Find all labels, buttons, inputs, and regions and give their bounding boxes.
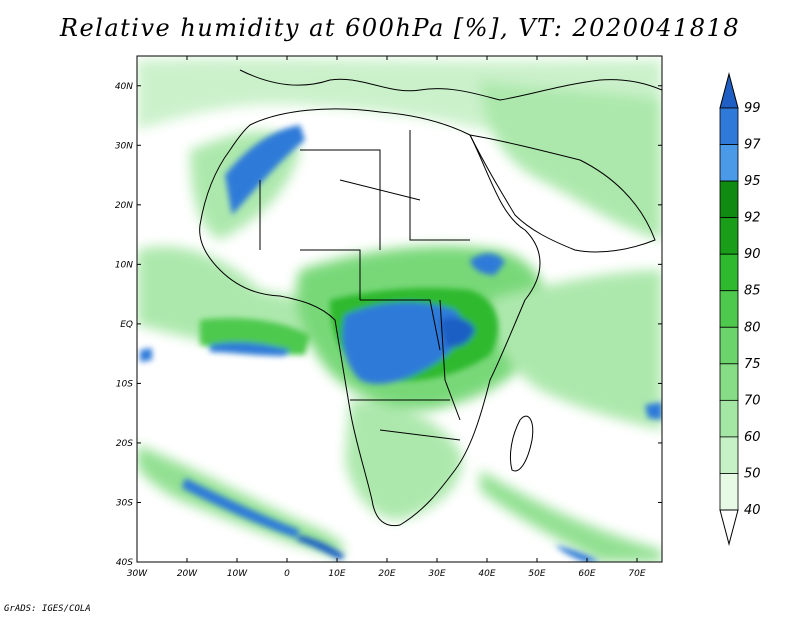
colorbar-level-label: 90 — [744, 247, 761, 262]
lat-tick-label: 40S — [116, 558, 133, 568]
colorbar-swatch — [719, 436, 739, 474]
colorbar-max-triangle — [719, 72, 739, 109]
map-frame — [136, 55, 663, 563]
colorbar-level-label: 92 — [744, 211, 761, 226]
colorbar-level-label: 97 — [744, 138, 761, 153]
colorbar-swatch — [719, 399, 739, 438]
colorbar-level-label: 99 — [744, 101, 761, 116]
colorbar-level-label: 80 — [744, 320, 761, 335]
lon-tick-label: 60E — [578, 569, 595, 579]
lat-tick-label: 20S — [116, 439, 133, 449]
colorbar-level-label: 70 — [744, 393, 761, 408]
colorbar-swatch — [719, 217, 739, 255]
colorbar-swatch — [719, 363, 739, 401]
longitude-axis: 30W 20W 10W 0 10E 20E 30E 40E 50E 60E 70E — [127, 56, 646, 579]
chart-title: Relative humidity at 600hPa [%], VT: 202… — [59, 14, 741, 42]
lon-tick-label: 20E — [378, 569, 395, 579]
colorbar-swatch — [719, 473, 739, 511]
colorbar-legend: 99 97 95 92 90 85 80 75 70 60 50 40 — [719, 72, 761, 546]
humidity-field — [137, 58, 662, 562]
lat-tick-label: 10S — [116, 379, 133, 389]
colorbar-level-label: 95 — [744, 174, 761, 189]
colorbar-min-triangle — [719, 509, 739, 546]
lon-tick-label: 30W — [127, 569, 148, 579]
lon-tick-label: 10W — [227, 569, 248, 579]
colorbar-level-label: 50 — [744, 466, 761, 481]
latitude-axis: 40N 30N 20N 10N EQ 10S 20S 30S 40S — [115, 82, 662, 568]
colorbar-level-label: 40 — [744, 503, 761, 518]
lon-tick-label: 10E — [328, 569, 345, 579]
lon-tick-label: 20W — [177, 569, 198, 579]
lat-tick-label: 30N — [115, 141, 133, 151]
lat-tick-label: 20N — [115, 201, 133, 211]
lon-tick-label: 50E — [528, 569, 545, 579]
lon-tick-label: 40E — [478, 569, 495, 579]
lon-tick-label: 70E — [628, 569, 645, 579]
colorbar-swatch — [719, 253, 739, 292]
footer-credit: GrADS: IGES/COLA — [4, 604, 91, 614]
colorbar-level-label: 75 — [744, 357, 761, 372]
colorbar-level-label: 60 — [744, 430, 761, 445]
colorbar-swatch — [719, 144, 739, 182]
colorbar-swatch — [719, 180, 739, 219]
lon-tick-label: 30E — [428, 569, 445, 579]
lat-tick-label: 30S — [116, 498, 133, 508]
lon-tick-label: 0 — [284, 569, 290, 579]
lat-tick-label: EQ — [120, 320, 133, 330]
coastlines — [199, 69, 662, 527]
lat-tick-label: 40N — [115, 82, 133, 92]
colorbar-swatch — [719, 290, 739, 328]
colorbar-swatch — [719, 107, 739, 145]
colorbar-level-label: 85 — [744, 284, 761, 299]
lat-tick-label: 10N — [115, 260, 133, 270]
colorbar-swatch — [719, 326, 739, 365]
